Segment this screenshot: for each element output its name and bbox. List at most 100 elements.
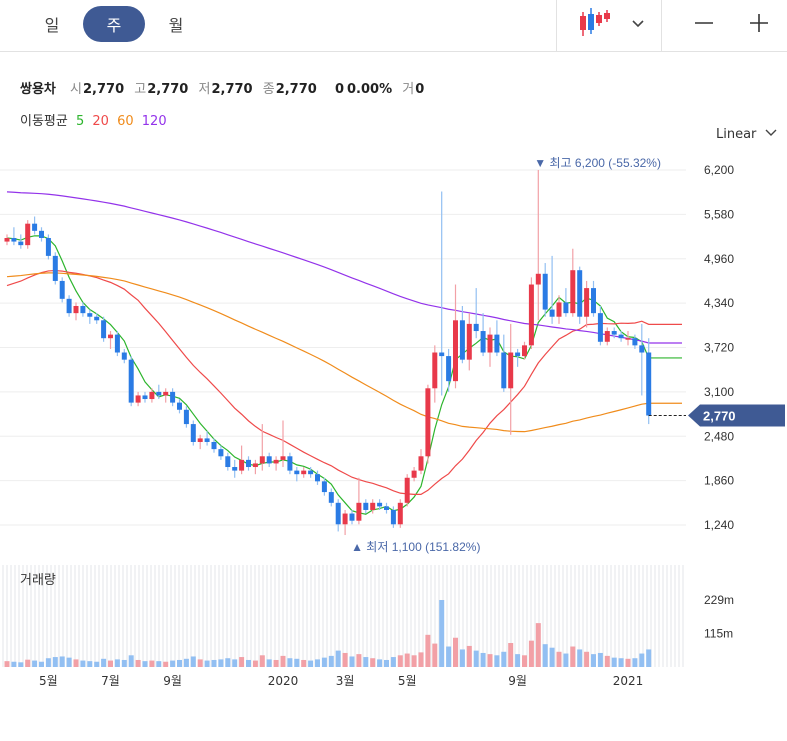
- candle: [280, 420, 286, 468]
- tab-month[interactable]: 월: [168, 16, 184, 35]
- candle: [535, 170, 541, 321]
- volume-panel-stripe: [294, 565, 296, 667]
- candle: [528, 277, 534, 349]
- ma-5-label[interactable]: 5: [75, 114, 85, 129]
- volume-panel-stripe: [254, 565, 256, 667]
- volume-panel-stripe: [462, 565, 464, 667]
- volume-panel-stripe: [246, 565, 248, 667]
- price-chart[interactable]: 6,200 5,580 4,960 4,340 3,720 3,100 2,480 1,860…: [0, 140, 787, 700]
- volume-panel-stripe: [458, 565, 460, 667]
- candle: [563, 288, 569, 317]
- candle-body: [356, 502, 362, 521]
- plus-icon: [750, 14, 768, 32]
- volume-panel-stripe: [574, 565, 576, 667]
- candle: [315, 470, 320, 485]
- volume-panel-stripe: [422, 565, 424, 667]
- chart-type-select[interactable]: [556, 0, 662, 52]
- volume-panel-stripe: [386, 565, 388, 667]
- current-price-tag: 2,770: [688, 404, 785, 427]
- candle-body: [625, 338, 631, 340]
- candle: [259, 424, 265, 471]
- volume-panel-stripe: [566, 565, 568, 667]
- volume-panel-stripe: [342, 565, 344, 667]
- volume-panel-stripe: [670, 565, 672, 667]
- stock-summary: 쌍용차 시2,770 고2,770 저2,770 종2,770 0 0.00% 거…: [20, 78, 430, 97]
- volume-panel-stripe: [450, 565, 452, 667]
- volume-panel-stripe: [430, 565, 432, 667]
- candle: [197, 434, 203, 450]
- candle-body: [273, 459, 279, 464]
- candle: [18, 234, 24, 249]
- zoom-out-button[interactable]: [686, 8, 722, 44]
- candle: [163, 388, 169, 403]
- candle: [356, 477, 362, 525]
- volume-bar: [570, 646, 576, 667]
- volume-bar: [18, 662, 24, 667]
- candle-body: [315, 474, 320, 482]
- candle-body: [508, 352, 514, 389]
- candle-body: [25, 223, 31, 246]
- candle: [73, 302, 79, 321]
- candle: [321, 477, 327, 496]
- candle-body: [363, 502, 369, 510]
- candle-body: [294, 470, 300, 475]
- candle-body: [225, 456, 231, 468]
- candle-body: [425, 388, 431, 457]
- ma-20-label[interactable]: 20: [92, 114, 109, 129]
- candle: [370, 499, 376, 514]
- volume-bar: [252, 660, 258, 667]
- volume-panel-stripe: [354, 565, 356, 667]
- ma-120-label[interactable]: 120: [141, 114, 167, 129]
- candle-body: [466, 323, 472, 360]
- high-annotation: ▼ 최고 6,200 (-55.32%): [534, 156, 661, 170]
- zoom-in-button[interactable]: [741, 8, 777, 44]
- candle: [584, 280, 590, 328]
- volume-panel-stripe: [402, 565, 404, 667]
- candle-body: [494, 334, 500, 353]
- volume-panel-stripe: [42, 565, 44, 667]
- volume-panel-stripe: [610, 565, 612, 667]
- candle-body: [121, 352, 127, 360]
- volume-panel-stripe: [86, 565, 88, 667]
- candle: [453, 284, 458, 389]
- ma-20-line: [6, 269, 682, 496]
- volume-bar: [218, 659, 224, 667]
- volume-panel-stripe: [106, 565, 108, 667]
- volume-bar: [328, 655, 334, 667]
- volume-panel-stripe: [330, 565, 332, 667]
- volume-panel-stripe: [166, 565, 168, 667]
- volume-bar: [418, 652, 424, 667]
- tab-week[interactable]: 주: [83, 6, 145, 42]
- change-value: 0: [334, 82, 345, 97]
- price-tick-label: 3,100: [704, 385, 734, 399]
- volume-panel-stripe: [374, 565, 376, 667]
- candle-body: [142, 395, 148, 400]
- candle-body: [73, 305, 79, 314]
- volume-panel-stripe: [634, 565, 636, 667]
- ma-60-label[interactable]: 60: [117, 114, 134, 129]
- candle-body: [459, 320, 465, 360]
- candle-body: [604, 331, 610, 342]
- volume-label: 거: [402, 82, 415, 97]
- candle-body: [480, 331, 486, 353]
- candle-body: [584, 288, 590, 317]
- volume-panel-stripe: [198, 565, 200, 667]
- scale-select[interactable]: Linear: [716, 127, 777, 142]
- ma-120-line: [6, 191, 682, 344]
- candle-body: [591, 288, 596, 314]
- volume-panel-stripe: [282, 565, 284, 667]
- candle: [294, 467, 300, 482]
- candle: [611, 327, 617, 339]
- volume-bar: [597, 652, 603, 667]
- candle-body: [32, 223, 38, 231]
- volume-bar: [114, 659, 120, 667]
- tab-day[interactable]: 일: [44, 16, 60, 35]
- candle: [59, 277, 65, 303]
- volume-bar: [528, 640, 534, 667]
- candle: [25, 220, 31, 249]
- candle: [432, 345, 438, 403]
- volume-panel-stripe: [82, 565, 84, 667]
- candle: [570, 248, 576, 317]
- candle: [273, 456, 279, 471]
- volume-panel-stripe: [222, 565, 224, 667]
